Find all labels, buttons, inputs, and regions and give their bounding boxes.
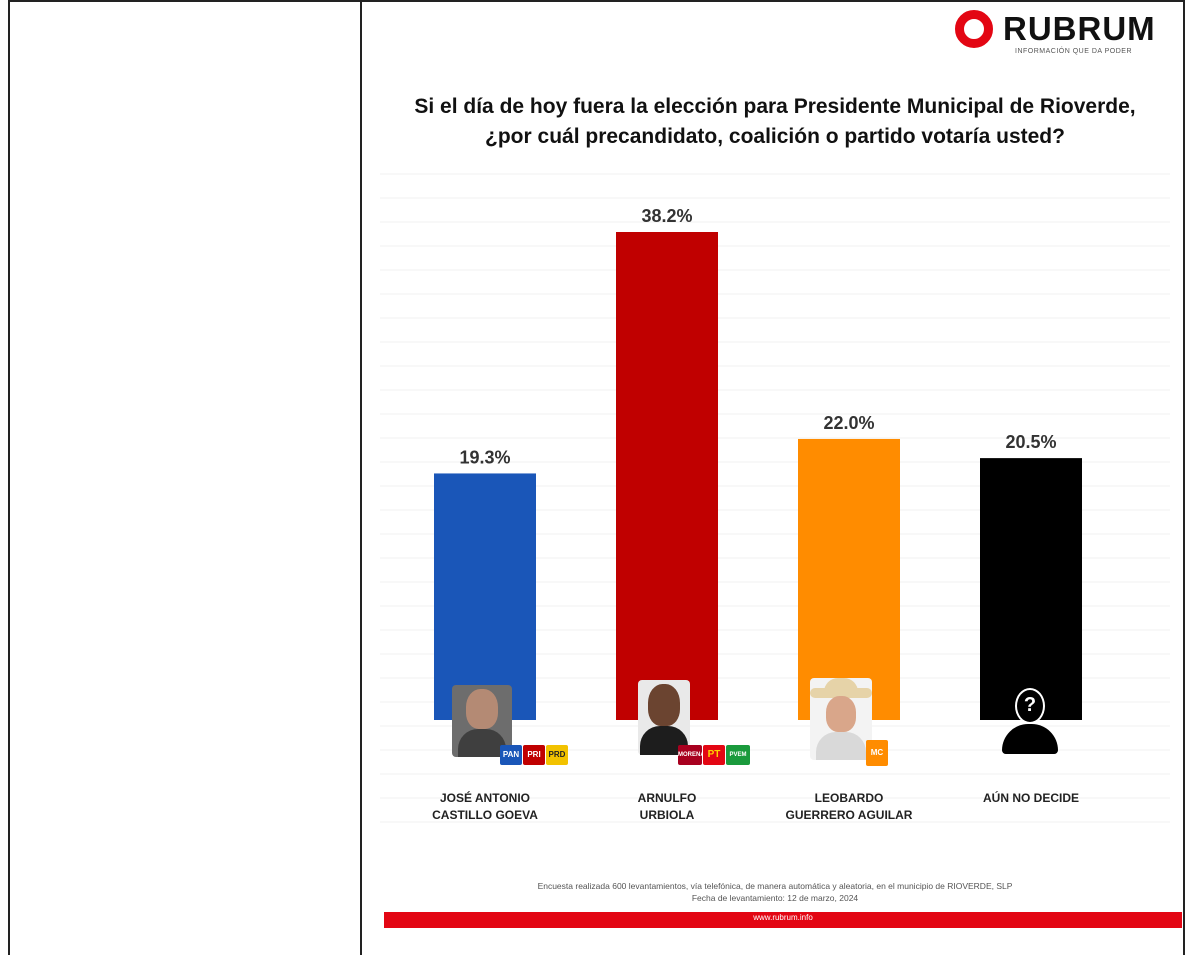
- bar-0: [434, 473, 536, 720]
- footer-bar: [384, 912, 1182, 928]
- candidate-photo-guerrero: [810, 678, 872, 760]
- logo-tagline: INFORMACIÓN QUE DA PODER: [1015, 48, 1133, 55]
- party-logo-mc: MC: [866, 740, 888, 766]
- category-label-line: GUERRERO AGUILAR: [785, 808, 913, 822]
- bar-value-label-3: 20.5%: [1005, 432, 1056, 452]
- category-label-guerrero: LEOBARDO GUERRERO AGUILAR: [764, 790, 934, 824]
- category-label-line: CASTILLO GOEVA: [432, 808, 538, 822]
- category-label-urbiola: ARNULFO URBIOLA: [582, 790, 752, 824]
- party-logo-pan: PAN: [500, 745, 522, 765]
- undecided-silhouette-icon: ?: [1000, 688, 1060, 758]
- candidate-photo-urbiola: [638, 680, 690, 755]
- footnote-date: Fecha de levantamiento: 12 de marzo, 202…: [691, 893, 859, 903]
- outer-border: [8, 0, 1185, 955]
- footer-url: www.rubrum.info: [753, 913, 813, 922]
- party-logo-pt: PT: [703, 745, 725, 765]
- logo-ring-icon: [955, 10, 993, 48]
- category-label-castillo: JOSÉ ANTONIO CASTILLO GOEVA: [400, 790, 570, 824]
- chart-title-line-1: Si el día de hoy fuera la elección para …: [414, 95, 1136, 118]
- category-label-line: LEOBARDO: [814, 791, 884, 805]
- bar-value-label-1: 38.2%: [641, 206, 692, 226]
- party-logo-pvem: PVEM: [726, 745, 750, 765]
- chart-title-line-2: ¿por cuál precandidato, coalición o part…: [485, 125, 1065, 148]
- bar-value-label-2: 22.0%: [823, 413, 874, 433]
- bar-3: [980, 458, 1082, 720]
- party-logo-prd: PRD: [546, 745, 568, 765]
- bar-chart: 19.3% 38.2% 22.0% 20.5%: [434, 206, 1082, 720]
- survey-footnote: Encuesta realizada 600 levantamientos, v…: [380, 880, 1170, 904]
- footnote-methodology: Encuesta realizada 600 levantamientos, v…: [537, 881, 1013, 891]
- bar-2: [798, 438, 900, 720]
- party-logo-morena: MORENA: [678, 745, 705, 765]
- category-label-line: URBIOLA: [639, 808, 695, 822]
- category-label-undecided: AÚN NO DECIDE: [946, 790, 1116, 807]
- chart-title: Si el día de hoy fuera la elección para …: [380, 92, 1170, 152]
- party-logo-pri: PRI: [523, 745, 545, 765]
- plot-area: 19.3% 38.2% 22.0% 20.5%: [380, 165, 1170, 725]
- rubrum-logo: RUBRUM INFORMACIÓN QUE DA PODER: [955, 6, 1160, 62]
- category-label-line: ARNULFO: [637, 791, 697, 805]
- logo-wordmark: RUBRUM: [1003, 10, 1156, 47]
- category-label-line: JOSÉ ANTONIO: [439, 791, 531, 805]
- bar-value-label-0: 19.3%: [459, 447, 510, 467]
- bar-1: [616, 232, 718, 720]
- column-divider: [360, 0, 362, 955]
- category-label-line: AÚN NO DECIDE: [982, 791, 1079, 805]
